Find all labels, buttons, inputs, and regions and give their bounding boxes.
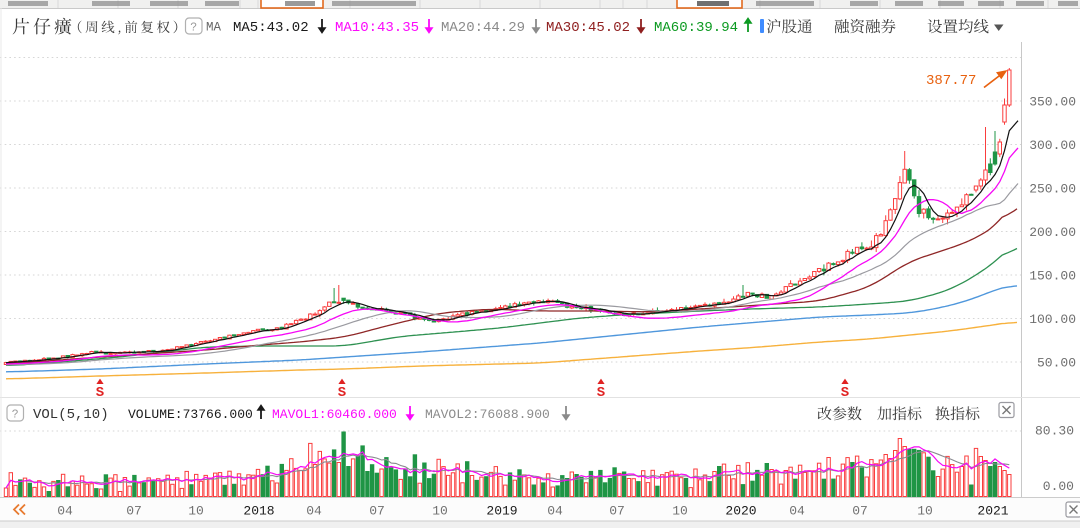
svg-text:2018: 2018 bbox=[243, 504, 274, 519]
svg-text:S: S bbox=[96, 385, 104, 401]
svg-text:04: 04 bbox=[547, 504, 563, 519]
svg-text:387.77: 387.77 bbox=[926, 73, 976, 89]
svg-text:MA: MA bbox=[206, 21, 222, 35]
svg-text:2021: 2021 bbox=[977, 504, 1008, 519]
svg-text:150.00: 150.00 bbox=[1029, 269, 1076, 284]
svg-text:?: ? bbox=[190, 22, 197, 35]
svg-text:MA10:43.35: MA10:43.35 bbox=[335, 20, 419, 36]
svg-text:07: 07 bbox=[369, 504, 385, 519]
svg-text:0.00: 0.00 bbox=[1043, 479, 1074, 494]
svg-text:10: 10 bbox=[672, 504, 688, 519]
svg-text:80.30: 80.30 bbox=[1035, 424, 1074, 439]
svg-text:50.00: 50.00 bbox=[1037, 356, 1076, 371]
svg-text:S: S bbox=[841, 385, 849, 401]
svg-text:S: S bbox=[597, 385, 605, 401]
svg-text:MA20:44.29: MA20:44.29 bbox=[441, 20, 525, 36]
svg-text:MA30:45.02: MA30:45.02 bbox=[546, 20, 630, 36]
svg-text:04: 04 bbox=[306, 504, 322, 519]
svg-text:?: ? bbox=[12, 409, 19, 422]
svg-text:S: S bbox=[338, 385, 346, 401]
svg-text:10: 10 bbox=[917, 504, 933, 519]
svg-text:VOLUME:73766.000: VOLUME:73766.000 bbox=[128, 407, 253, 422]
svg-text:2020: 2020 bbox=[725, 504, 756, 519]
svg-text:07: 07 bbox=[852, 504, 868, 519]
svg-text:300.00: 300.00 bbox=[1029, 138, 1076, 153]
svg-text:04: 04 bbox=[57, 504, 73, 519]
svg-text:10: 10 bbox=[188, 504, 204, 519]
svg-text:MA60:39.94: MA60:39.94 bbox=[654, 20, 738, 36]
svg-text:07: 07 bbox=[126, 504, 142, 519]
svg-text:2019: 2019 bbox=[486, 504, 517, 519]
svg-text:VOL(5,10): VOL(5,10) bbox=[33, 407, 109, 423]
svg-text:250.00: 250.00 bbox=[1029, 182, 1076, 197]
svg-text:100.00: 100.00 bbox=[1029, 312, 1076, 327]
svg-text:10: 10 bbox=[432, 504, 448, 519]
svg-text:04: 04 bbox=[789, 504, 805, 519]
svg-text:MA5:43.02: MA5:43.02 bbox=[233, 20, 309, 36]
svg-text:MAVOL1:60460.000: MAVOL1:60460.000 bbox=[272, 407, 397, 422]
svg-text:07: 07 bbox=[609, 504, 625, 519]
svg-text:MAVOL2:76088.900: MAVOL2:76088.900 bbox=[425, 407, 550, 422]
svg-text:200.00: 200.00 bbox=[1029, 225, 1076, 240]
svg-text:350.00: 350.00 bbox=[1029, 95, 1076, 110]
